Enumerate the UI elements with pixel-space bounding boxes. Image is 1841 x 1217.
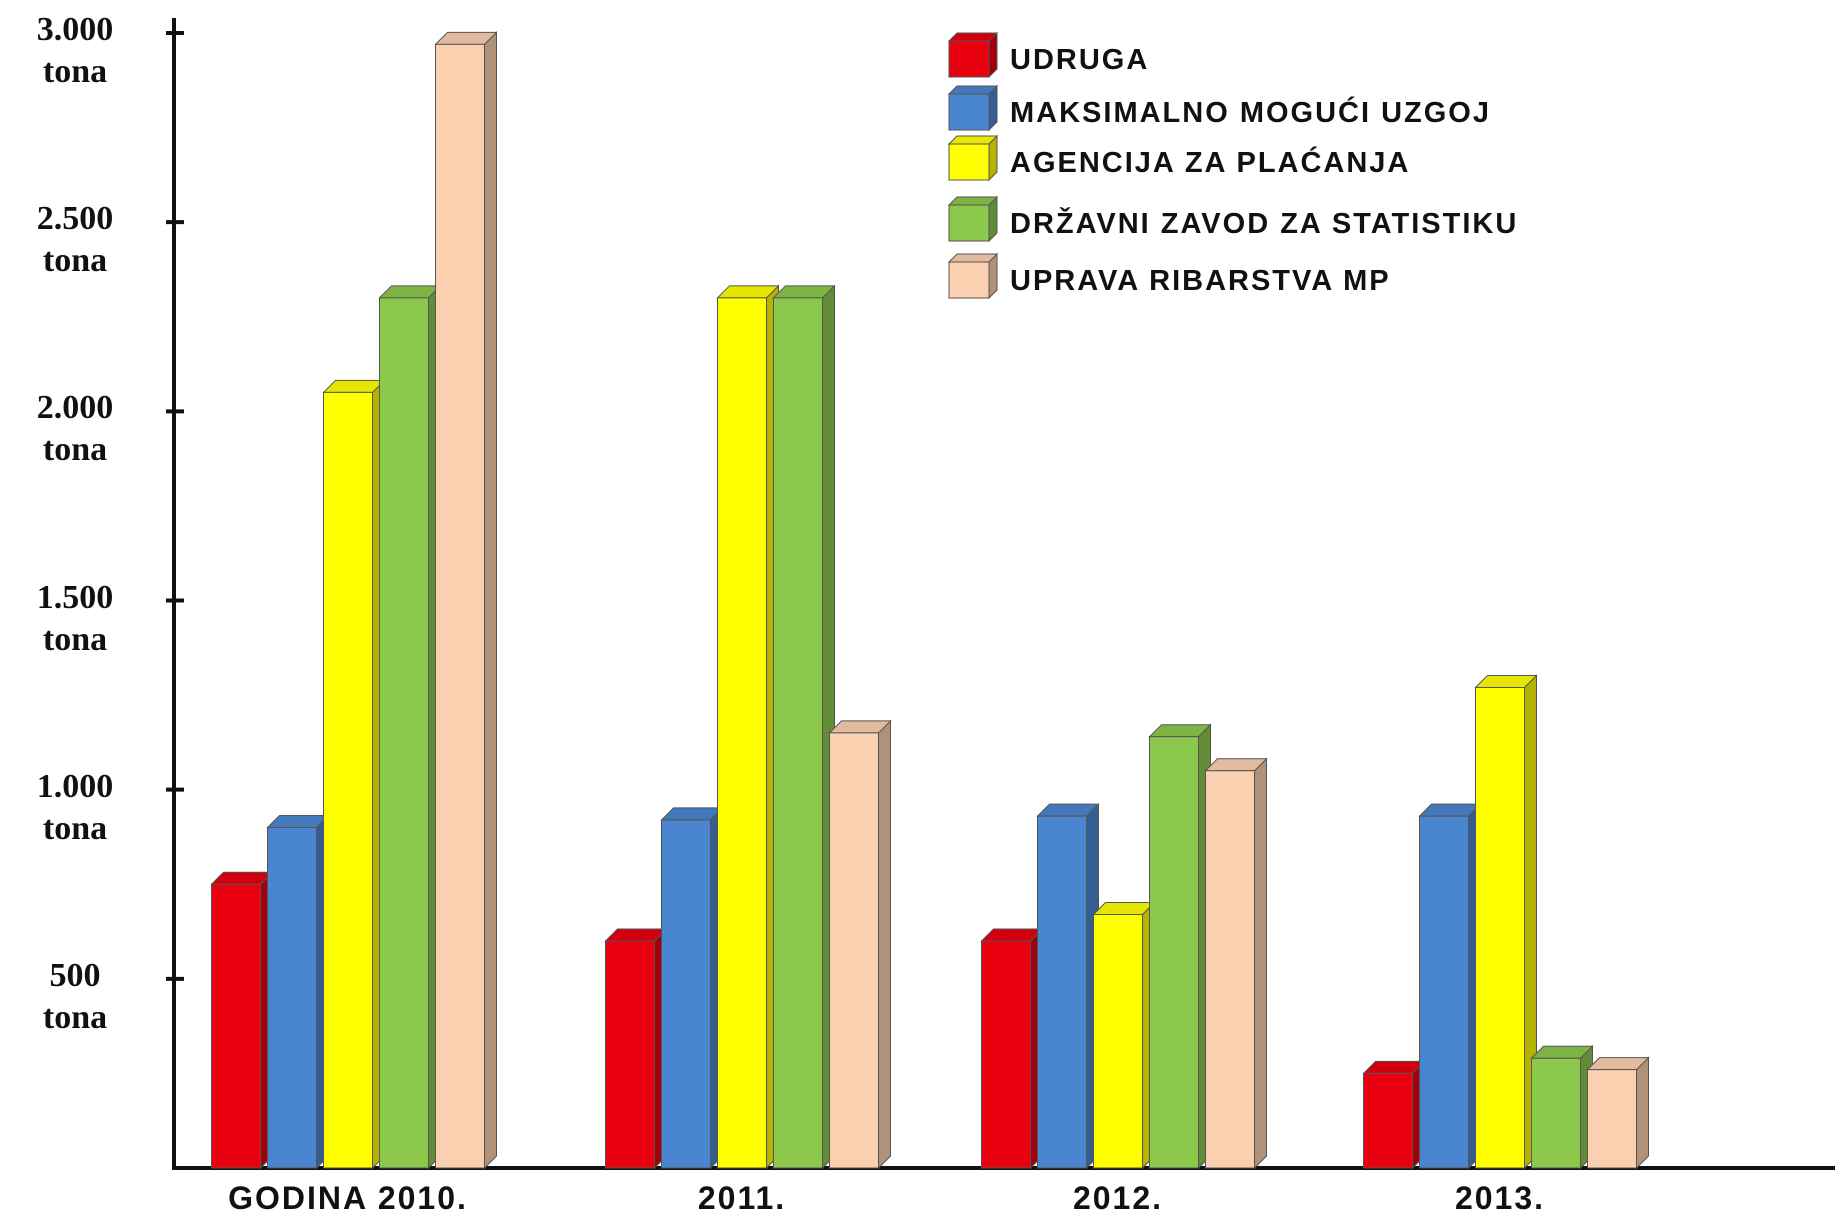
legend-swatch <box>948 93 990 131</box>
bar <box>716 284 780 1170</box>
bar-front <box>267 827 317 1169</box>
bar-side <box>1636 1056 1649 1170</box>
x-tick-label: 2012. <box>1072 1180 1164 1216</box>
y-tick-label: 3.000 tona <box>36 11 114 90</box>
legend-label: DRŽAVNI ZAVOD ZA STATISTIKU <box>1010 208 1519 240</box>
bar-front <box>435 43 485 1169</box>
bar <box>1362 1060 1426 1170</box>
y-tick-label: 1.500 tona <box>36 578 114 658</box>
legend-swatch <box>948 261 990 299</box>
bar-front <box>1205 770 1255 1169</box>
bar-front <box>981 940 1031 1169</box>
bar <box>1418 802 1482 1170</box>
bar <box>660 806 724 1170</box>
legend-swatch-top <box>947 135 999 145</box>
bar-front <box>661 819 711 1169</box>
bar-front <box>605 940 655 1169</box>
legend-label: MAKSIMALNO MOGUĆI UZGOJ <box>1010 97 1491 129</box>
bar-front <box>1419 815 1469 1169</box>
bar <box>1586 1056 1650 1170</box>
bar <box>980 927 1044 1170</box>
bar-front <box>1093 914 1143 1169</box>
bar-front <box>379 297 429 1169</box>
bar <box>434 31 498 1170</box>
y-tick-label: 2.500 tona <box>36 200 114 280</box>
bar <box>210 871 274 1170</box>
bar <box>266 814 330 1170</box>
bar <box>322 379 386 1170</box>
legend-label: UPRAVA RIBARSTVA MP <box>1010 265 1391 297</box>
legend-swatch-top <box>947 253 999 263</box>
bar-front <box>1363 1072 1413 1169</box>
bar <box>378 284 442 1170</box>
bar-front <box>1531 1057 1581 1169</box>
bar <box>772 284 836 1170</box>
bar-front <box>717 297 767 1169</box>
legend-swatch-top <box>947 196 999 206</box>
bar <box>1530 1045 1594 1170</box>
x-tick-label: 2011. <box>697 1180 787 1216</box>
bar <box>604 927 668 1170</box>
bar <box>1148 723 1212 1170</box>
bar <box>1036 802 1100 1170</box>
bar <box>1474 674 1538 1170</box>
x-tick-label: 2013. <box>1454 1180 1546 1216</box>
legend-swatch-top <box>947 32 999 42</box>
legend-swatch-top <box>947 85 999 95</box>
bar-front <box>1149 736 1199 1169</box>
legend-swatch <box>948 40 990 78</box>
legend-label: UDRUGA <box>1010 44 1150 76</box>
bar-front <box>829 732 879 1169</box>
x-tick-label: GODINA 2010. <box>228 1180 468 1216</box>
legend-swatch <box>948 143 990 181</box>
bar-front <box>1475 687 1525 1169</box>
bar-front <box>1587 1069 1637 1169</box>
bar <box>1092 901 1156 1170</box>
bar <box>1204 757 1268 1170</box>
bar-side <box>1254 757 1267 1170</box>
bar-side <box>484 31 497 1170</box>
bar <box>828 719 892 1170</box>
bar-side <box>878 719 891 1170</box>
bar-front <box>323 391 373 1169</box>
bar-front <box>773 297 823 1169</box>
legend-swatch <box>948 204 990 242</box>
y-tick-label: 1.000 tona <box>36 767 114 847</box>
y-tick-label: 2.000 tona <box>36 389 114 469</box>
bar-front <box>211 883 261 1169</box>
legend-label: AGENCIJA ZA PLAĆANJA <box>1010 147 1411 179</box>
bar-front <box>1037 815 1087 1169</box>
y-tick-label: 500 tona <box>42 956 108 1036</box>
